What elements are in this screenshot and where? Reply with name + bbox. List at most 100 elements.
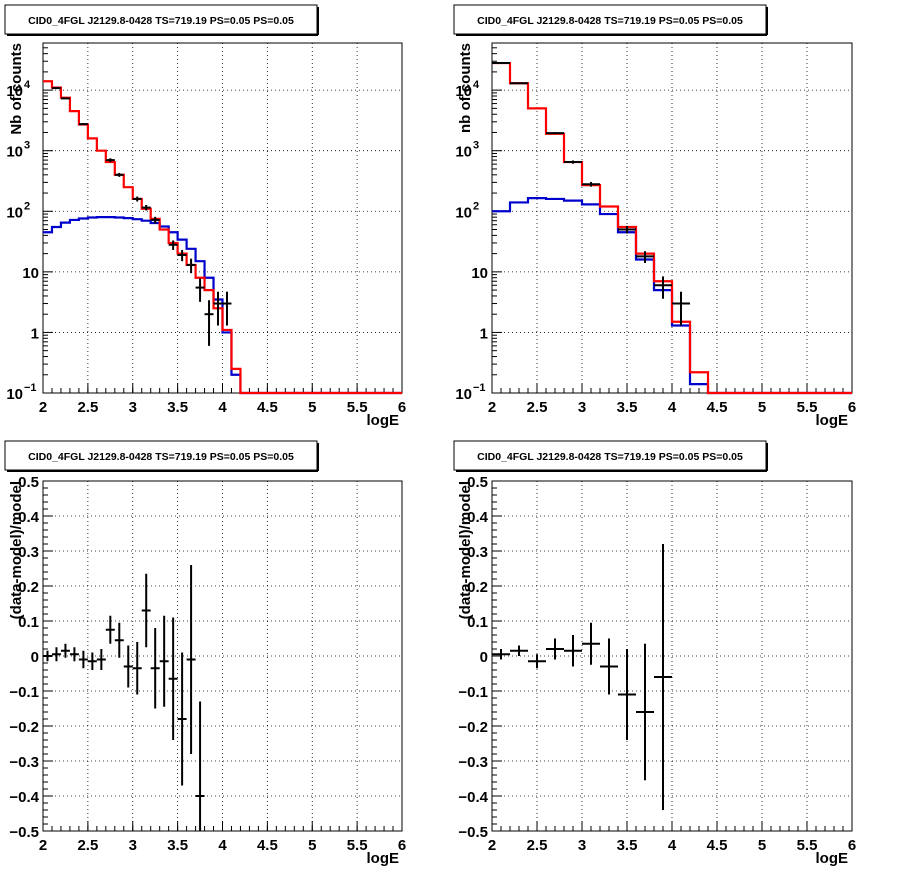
x-tick-label: 2: [39, 837, 47, 854]
x-tick-label: 2.5: [527, 399, 548, 416]
data-point: [96, 649, 106, 670]
data-point: [195, 278, 205, 302]
data-point: [492, 649, 510, 660]
y-tick-label: −0.1: [458, 684, 488, 701]
plot-frame: [42, 480, 403, 832]
data-point: [582, 622, 600, 665]
chart-title: CID0_4FGL J2129.8-0428 TS=719.19 PS=0.05…: [477, 451, 743, 463]
y-tick-label-base: 10: [455, 83, 472, 100]
x-tick-label: 2: [488, 399, 496, 416]
y-axis-title: Nb of counts: [8, 43, 25, 135]
data-point: [150, 216, 160, 224]
data-point: [141, 573, 151, 648]
x-tick-label: 3.5: [617, 837, 638, 854]
x-tick-label: 4: [668, 837, 677, 854]
chart-panel-1: 2 2.5 3 3.5 4 4.5 5 5.5 610 −110 210 310 4101logENb …: [4, 4, 406, 429]
model-total-histogram: [43, 80, 402, 395]
y-axis-title: (data-model)/model: [8, 481, 25, 619]
x-tick-label: 4.5: [257, 399, 278, 416]
y-tick-label: 0.1: [467, 614, 488, 631]
x-tick-label: 4: [668, 399, 677, 416]
y-tick-label: 0.4: [18, 509, 40, 526]
y-tick-label-base: 10: [455, 386, 472, 403]
y-tick-label: −0.2: [458, 719, 488, 736]
data-point: [78, 123, 88, 126]
y-tick-label-exponent: 3: [473, 140, 479, 152]
plot-frame: [491, 42, 853, 394]
data-point: [60, 97, 70, 100]
y-tick-label-base: 10: [6, 386, 23, 403]
x-tick-label: 5.5: [797, 399, 818, 416]
x-tick-label: 6: [848, 399, 856, 416]
data-point: [636, 643, 654, 781]
x-tick-label: 3.5: [167, 399, 188, 416]
data-point: [168, 240, 178, 250]
y-tick-label: 0.3: [18, 544, 39, 561]
data-point: [69, 647, 79, 662]
data-points: [492, 544, 672, 810]
chart-title: CID0_4FGL J2129.8-0428 TS=719.19 PS=0.05…: [28, 451, 294, 463]
data-point: [222, 291, 232, 326]
data-point: [510, 645, 528, 656]
x-tick-label: 3: [578, 399, 586, 416]
data-point: [78, 650, 88, 669]
data-point: [618, 226, 636, 234]
x-tick-label: 5.5: [347, 399, 368, 416]
data-point: [654, 544, 672, 810]
data-point: [510, 82, 528, 85]
y-tick-label: 0.4: [467, 509, 489, 526]
data-point: [60, 643, 70, 658]
y-tick-label-base: 10: [6, 144, 23, 161]
chart-panel-4: 2 2.5 3 3.5 4 4.5 5 5.5 6 −0.5 −0.4 −0.3 −0.2 −0.1 0 0.…: [453, 440, 856, 867]
y-axis-title: (data-model)/model: [457, 481, 474, 619]
data-point: [177, 249, 187, 262]
data-point: [618, 649, 636, 740]
x-tick-label: 3: [129, 837, 137, 854]
data-point: [123, 645, 133, 688]
x-tick-label: 3.5: [167, 837, 188, 854]
data-point: [654, 276, 672, 299]
x-tick-label: 4.5: [707, 399, 728, 416]
chart-title: CID0_4FGL J2129.8-0428 TS=719.19 PS=0.05…: [477, 15, 743, 27]
data-point: [600, 638, 618, 695]
data-point: [114, 622, 124, 658]
data-point: [582, 181, 600, 187]
x-tick-label: 6: [398, 837, 406, 854]
data-point: [141, 204, 151, 211]
x-tick-label: 2.5: [77, 837, 98, 854]
data-point: [105, 158, 115, 163]
y-tick-label: 0.2: [467, 579, 488, 596]
y-tick-label: 10: [471, 265, 488, 282]
data-points: [492, 62, 690, 326]
y-tick-label: 0.1: [18, 614, 39, 631]
data-point: [87, 652, 97, 670]
x-axis-title: logE: [816, 412, 849, 429]
data-point: [51, 87, 61, 90]
y-tick-label: −0.3: [9, 754, 39, 771]
data-points: [43, 565, 205, 831]
y-tick-label: 0.5: [18, 474, 39, 491]
x-tick-label: 4.5: [257, 837, 278, 854]
y-tick-label: 0.2: [18, 579, 39, 596]
data-point: [186, 258, 196, 274]
x-tick-label: 5: [758, 399, 766, 416]
chart-panel-2: 2 2.5 3 3.5 4 4.5 5 5.5 610 −110 210 310 4101logEnb …: [453, 4, 856, 429]
x-tick-label: 4: [218, 399, 227, 416]
y-tick-label-exponent: 2: [24, 200, 30, 212]
x-tick-label: 6: [848, 837, 856, 854]
y-tick-label-exponent: 4: [24, 79, 31, 91]
data-point: [636, 251, 654, 264]
data-point: [159, 615, 169, 707]
x-tick-label: 5: [308, 837, 316, 854]
x-tick-label: 2.5: [527, 837, 548, 854]
y-tick-label: 0.3: [467, 544, 488, 561]
x-tick-label: 3: [129, 399, 137, 416]
y-tick-label: 10: [22, 265, 39, 282]
x-tick-label: 3.5: [617, 399, 638, 416]
data-point: [132, 196, 142, 202]
data-point: [114, 172, 124, 177]
data-point: [195, 701, 205, 831]
x-tick-label: 2: [39, 399, 47, 416]
data-point: [672, 291, 690, 326]
